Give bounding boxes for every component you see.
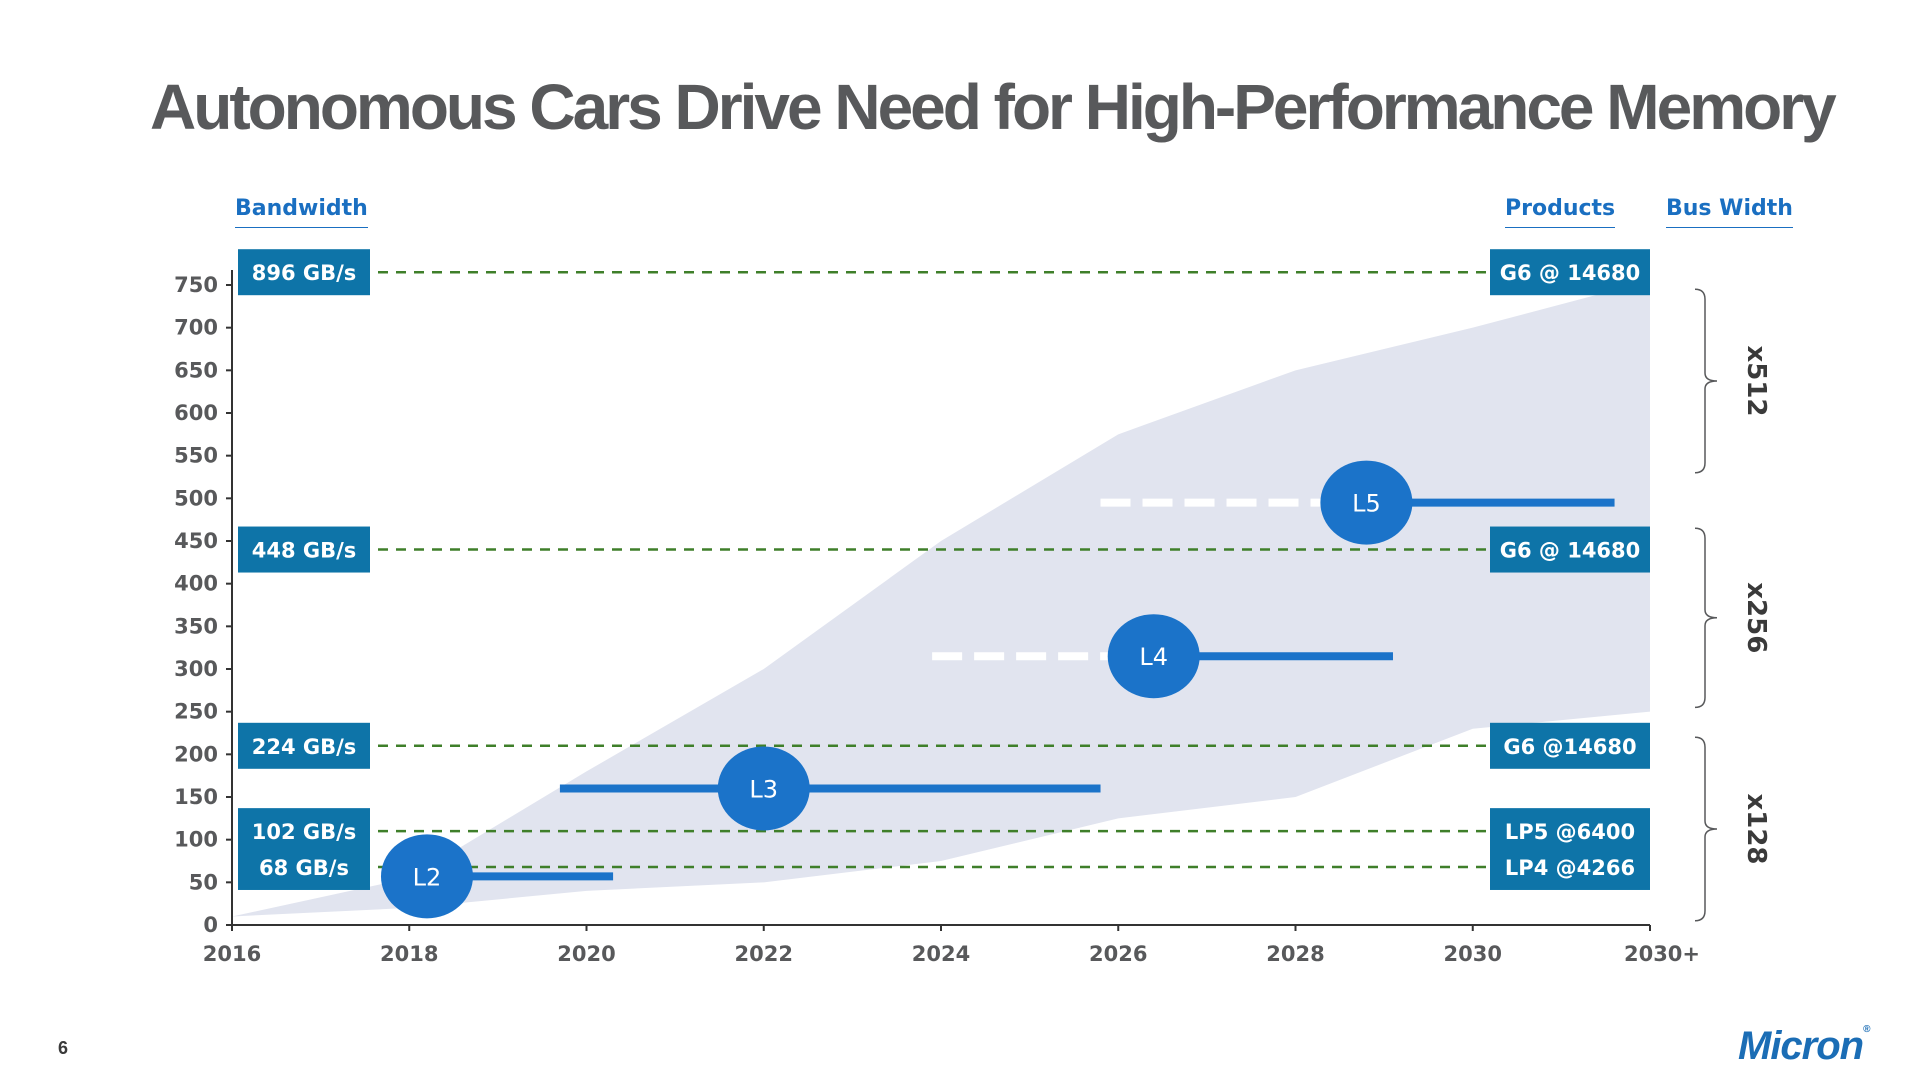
bandwidth-label: 224 GB/s: [252, 735, 357, 759]
y-tick-label: 100: [174, 828, 218, 852]
bandwidth-range-band: [232, 280, 1650, 917]
y-tick-label: 500: [174, 486, 218, 510]
slide-title: Autonomous Cars Drive Need for High-Perf…: [150, 71, 1837, 143]
axes: 0 50 100 150 200 250 300 350 400 450 500 550 600 650 7…: [174, 270, 1700, 966]
y-tick-label: 450: [174, 529, 218, 553]
micron-logo: Micron®: [1738, 1024, 1871, 1068]
product-box: [1490, 722, 1650, 769]
y-tick-label: 50: [189, 870, 218, 894]
y-tick-label: 550: [174, 444, 218, 468]
products-header: Products: [1505, 196, 1616, 228]
level-label: L4: [1139, 643, 1168, 671]
product-box: [1490, 249, 1650, 296]
bus-width-brackets: x512 x256 x128: [1694, 288, 1771, 922]
product-box: [1490, 843, 1650, 890]
bus-width-header: Bus Width: [1666, 196, 1793, 228]
bus-width-label: x256: [1741, 582, 1771, 653]
level-marker: [1320, 460, 1413, 545]
bus-width-label: x512: [1741, 345, 1771, 416]
bandwidth-band: [232, 280, 1650, 917]
level-marker: [380, 834, 473, 919]
y-tick-label: 600: [174, 401, 218, 425]
y-tick-label: 650: [174, 358, 218, 382]
x-tick-label: 2016: [203, 942, 261, 966]
x-tick-label: 2024: [912, 942, 970, 966]
level-marker: [717, 746, 810, 831]
bus-width-bracket: [1694, 736, 1718, 922]
y-tick-label: 0: [203, 913, 218, 937]
x-tick-label: 2020: [557, 942, 615, 966]
bandwidth-box: [238, 249, 370, 296]
y-tick-label: 750: [174, 273, 218, 297]
bandwidth-label: 102 GB/s: [252, 820, 357, 844]
x-tick-label: 2018: [380, 942, 438, 966]
box-labels: 896 GB/s G6 @ 14680 448 GB/s G6 @ 14680 224 …: [238, 249, 1650, 890]
bandwidth-header: Bandwidth: [235, 196, 368, 228]
x-tick-label: 2028: [1266, 942, 1324, 966]
level-label: L5: [1352, 490, 1381, 518]
level-marker: [1107, 614, 1200, 699]
bus-width-bracket: [1694, 527, 1718, 709]
y-tick-label: 400: [174, 572, 218, 596]
y-tick-label: 250: [174, 700, 218, 724]
autonomy-levels: L2 L3 L4 L5: [380, 460, 1615, 919]
product-label: G6 @ 14680: [1500, 539, 1641, 563]
bandwidth-label: 896 GB/s: [252, 261, 357, 285]
y-tick-label: 300: [174, 657, 218, 681]
bandwidth-label: 448 GB/s: [252, 539, 357, 563]
y-tick-label: 200: [174, 742, 218, 766]
product-label: LP4 @4266: [1505, 856, 1635, 880]
reference-lines: [360, 270, 1500, 869]
product-label: LP5 @6400: [1505, 820, 1635, 844]
bus-width-bracket: [1694, 288, 1718, 474]
x-tick-label: 2030+: [1624, 942, 1700, 966]
x-tick-label: 2022: [735, 942, 793, 966]
x-tick-label: 2030: [1444, 942, 1502, 966]
product-label: G6 @14680: [1503, 735, 1636, 759]
y-tick-label: 700: [174, 316, 218, 340]
level-label: L2: [413, 863, 442, 891]
bandwidth-label: 68 GB/s: [259, 856, 349, 880]
bus-width-label: x128: [1741, 793, 1771, 864]
product-box: [1490, 526, 1650, 573]
bandwidth-box: [238, 722, 370, 769]
bandwidth-box: [238, 843, 370, 890]
x-tick-label: 2026: [1089, 942, 1147, 966]
y-tick-label: 150: [174, 785, 218, 809]
bandwidth-box: [238, 526, 370, 573]
y-tick-label: 350: [174, 614, 218, 638]
brand-name: Micron: [1738, 1024, 1864, 1068]
page-number: 6: [58, 1038, 69, 1058]
product-label: G6 @ 14680: [1500, 261, 1641, 285]
level-label: L3: [749, 775, 778, 803]
